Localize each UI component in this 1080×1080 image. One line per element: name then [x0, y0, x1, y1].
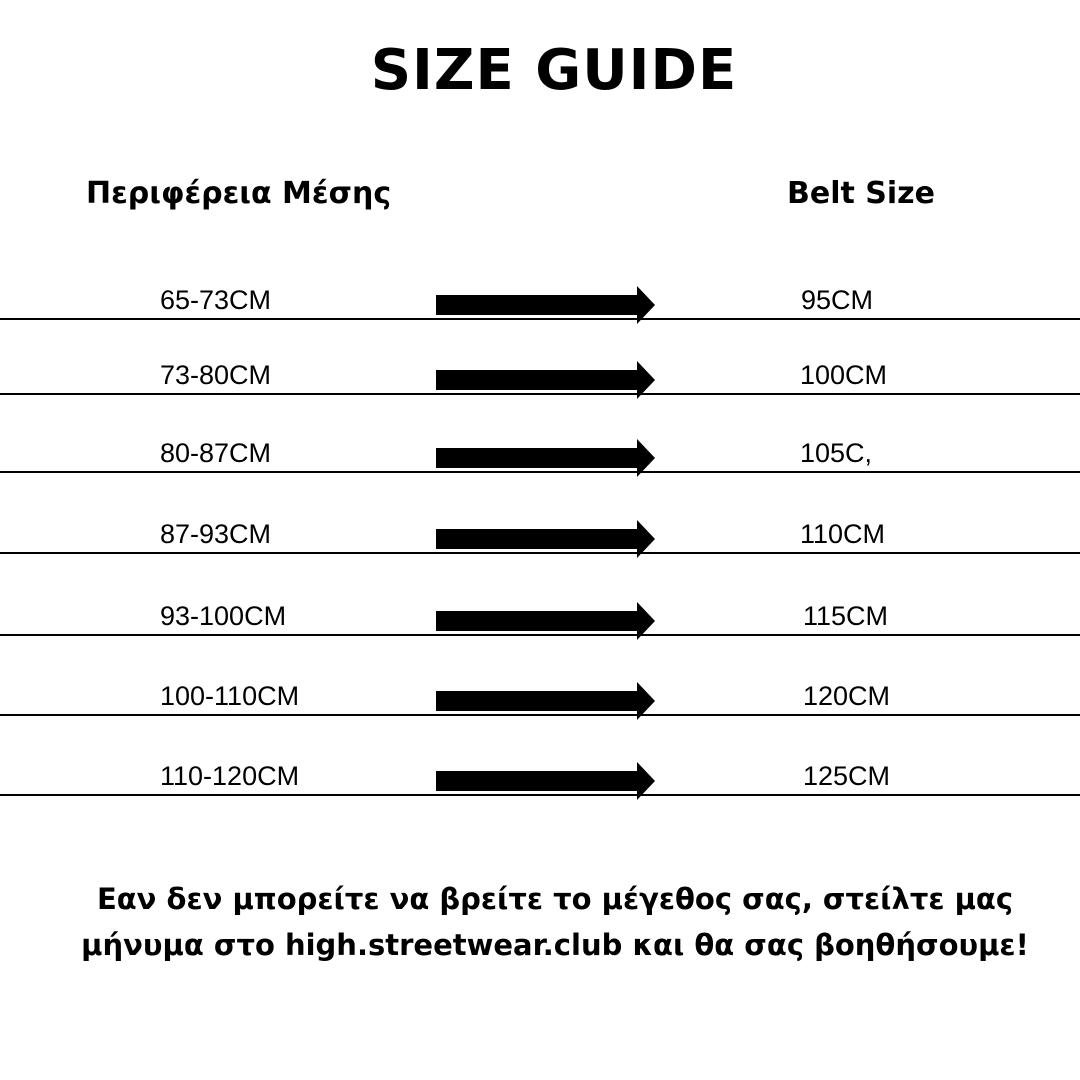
waist-range: 87-93CM — [160, 519, 272, 549]
belt-size: 110CM — [800, 519, 886, 549]
belt-size: 115CM — [803, 601, 889, 631]
size-row: 65-73CM 95CM — [0, 240, 1080, 324]
right-arrow-icon — [436, 361, 655, 399]
right-arrow-icon — [436, 286, 655, 324]
waist-column-header: Περιφέρεια Μέσης — [86, 176, 392, 211]
row-divider — [0, 714, 1080, 716]
size-row: 100-110CM 120CM — [0, 636, 1080, 720]
waist-range: 100-110CM — [160, 681, 300, 711]
right-arrow-icon — [436, 439, 655, 477]
waist-range: 80-87CM — [160, 438, 272, 468]
size-row: 93-100CM 115CM — [0, 556, 1080, 640]
size-row: 87-93CM 110CM — [0, 474, 1080, 558]
size-row: 80-87CM 105C, — [0, 393, 1080, 477]
waist-range: 110-120CM — [160, 761, 300, 791]
right-arrow-icon — [436, 602, 655, 640]
right-arrow-icon — [436, 762, 655, 800]
waist-range: 73-80CM — [160, 360, 272, 390]
belt-size: 125CM — [803, 761, 891, 791]
belt-column-header: Belt Size — [787, 176, 935, 211]
belt-size: 95CM — [801, 285, 874, 315]
row-divider — [0, 393, 1080, 395]
size-row: 73-80CM 100CM — [0, 315, 1080, 399]
right-arrow-icon — [436, 520, 655, 558]
footer-note: Εαν δεν μπορείτε να βρείτε το μέγεθος σα… — [81, 882, 1029, 962]
belt-size: 105C, — [800, 438, 873, 468]
size-row: 110-120CM 125CM — [0, 716, 1080, 800]
row-divider — [0, 794, 1080, 796]
belt-size: 100CM — [800, 360, 888, 390]
row-divider — [0, 318, 1080, 320]
belt-size: 120CM — [803, 681, 891, 711]
right-arrow-icon — [436, 682, 655, 720]
waist-range: 65-73CM — [160, 285, 272, 315]
row-divider — [0, 552, 1080, 554]
row-divider — [0, 634, 1080, 636]
row-divider — [0, 471, 1080, 473]
page-title: SIZE GUIDE — [370, 38, 738, 103]
waist-range: 93-100CM — [160, 601, 287, 631]
